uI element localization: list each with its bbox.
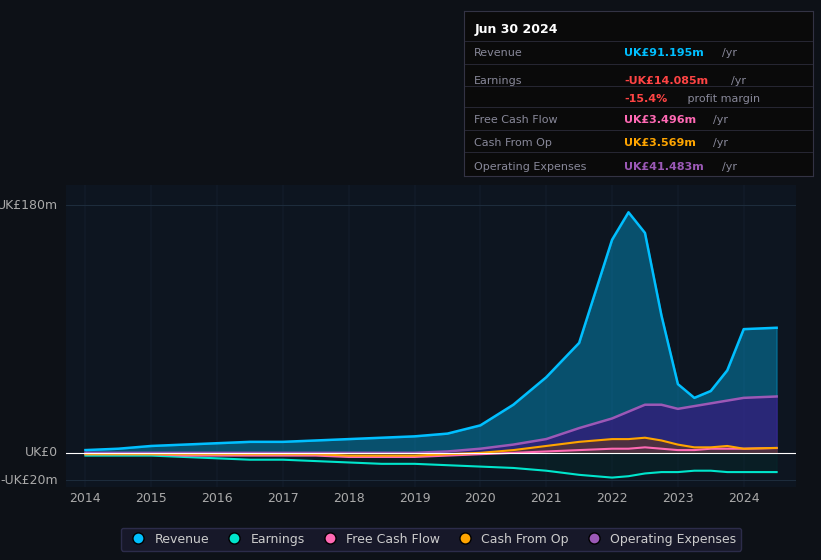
Text: /yr: /yr (722, 48, 737, 58)
Text: Operating Expenses: Operating Expenses (475, 161, 587, 171)
Text: /yr: /yr (713, 138, 727, 148)
Text: /yr: /yr (713, 115, 727, 125)
Text: UK£3.496m: UK£3.496m (624, 115, 696, 125)
Text: Cash From Op: Cash From Op (475, 138, 553, 148)
Text: Jun 30 2024: Jun 30 2024 (475, 23, 557, 36)
Text: Earnings: Earnings (475, 76, 523, 86)
Text: UK£3.569m: UK£3.569m (624, 138, 696, 148)
Text: -UK£20m: -UK£20m (1, 474, 58, 487)
Text: UK£41.483m: UK£41.483m (624, 161, 704, 171)
Text: Free Cash Flow: Free Cash Flow (475, 115, 558, 125)
Text: profit margin: profit margin (685, 94, 760, 104)
Text: /yr: /yr (732, 76, 746, 86)
Text: UK£180m: UK£180m (0, 199, 58, 212)
Legend: Revenue, Earnings, Free Cash Flow, Cash From Op, Operating Expenses: Revenue, Earnings, Free Cash Flow, Cash … (121, 528, 741, 550)
Text: UK£0: UK£0 (25, 446, 58, 459)
Text: -15.4%: -15.4% (624, 94, 667, 104)
Text: UK£91.195m: UK£91.195m (624, 48, 704, 58)
Text: -UK£14.085m: -UK£14.085m (624, 76, 709, 86)
Text: Revenue: Revenue (475, 48, 523, 58)
Text: /yr: /yr (722, 161, 737, 171)
